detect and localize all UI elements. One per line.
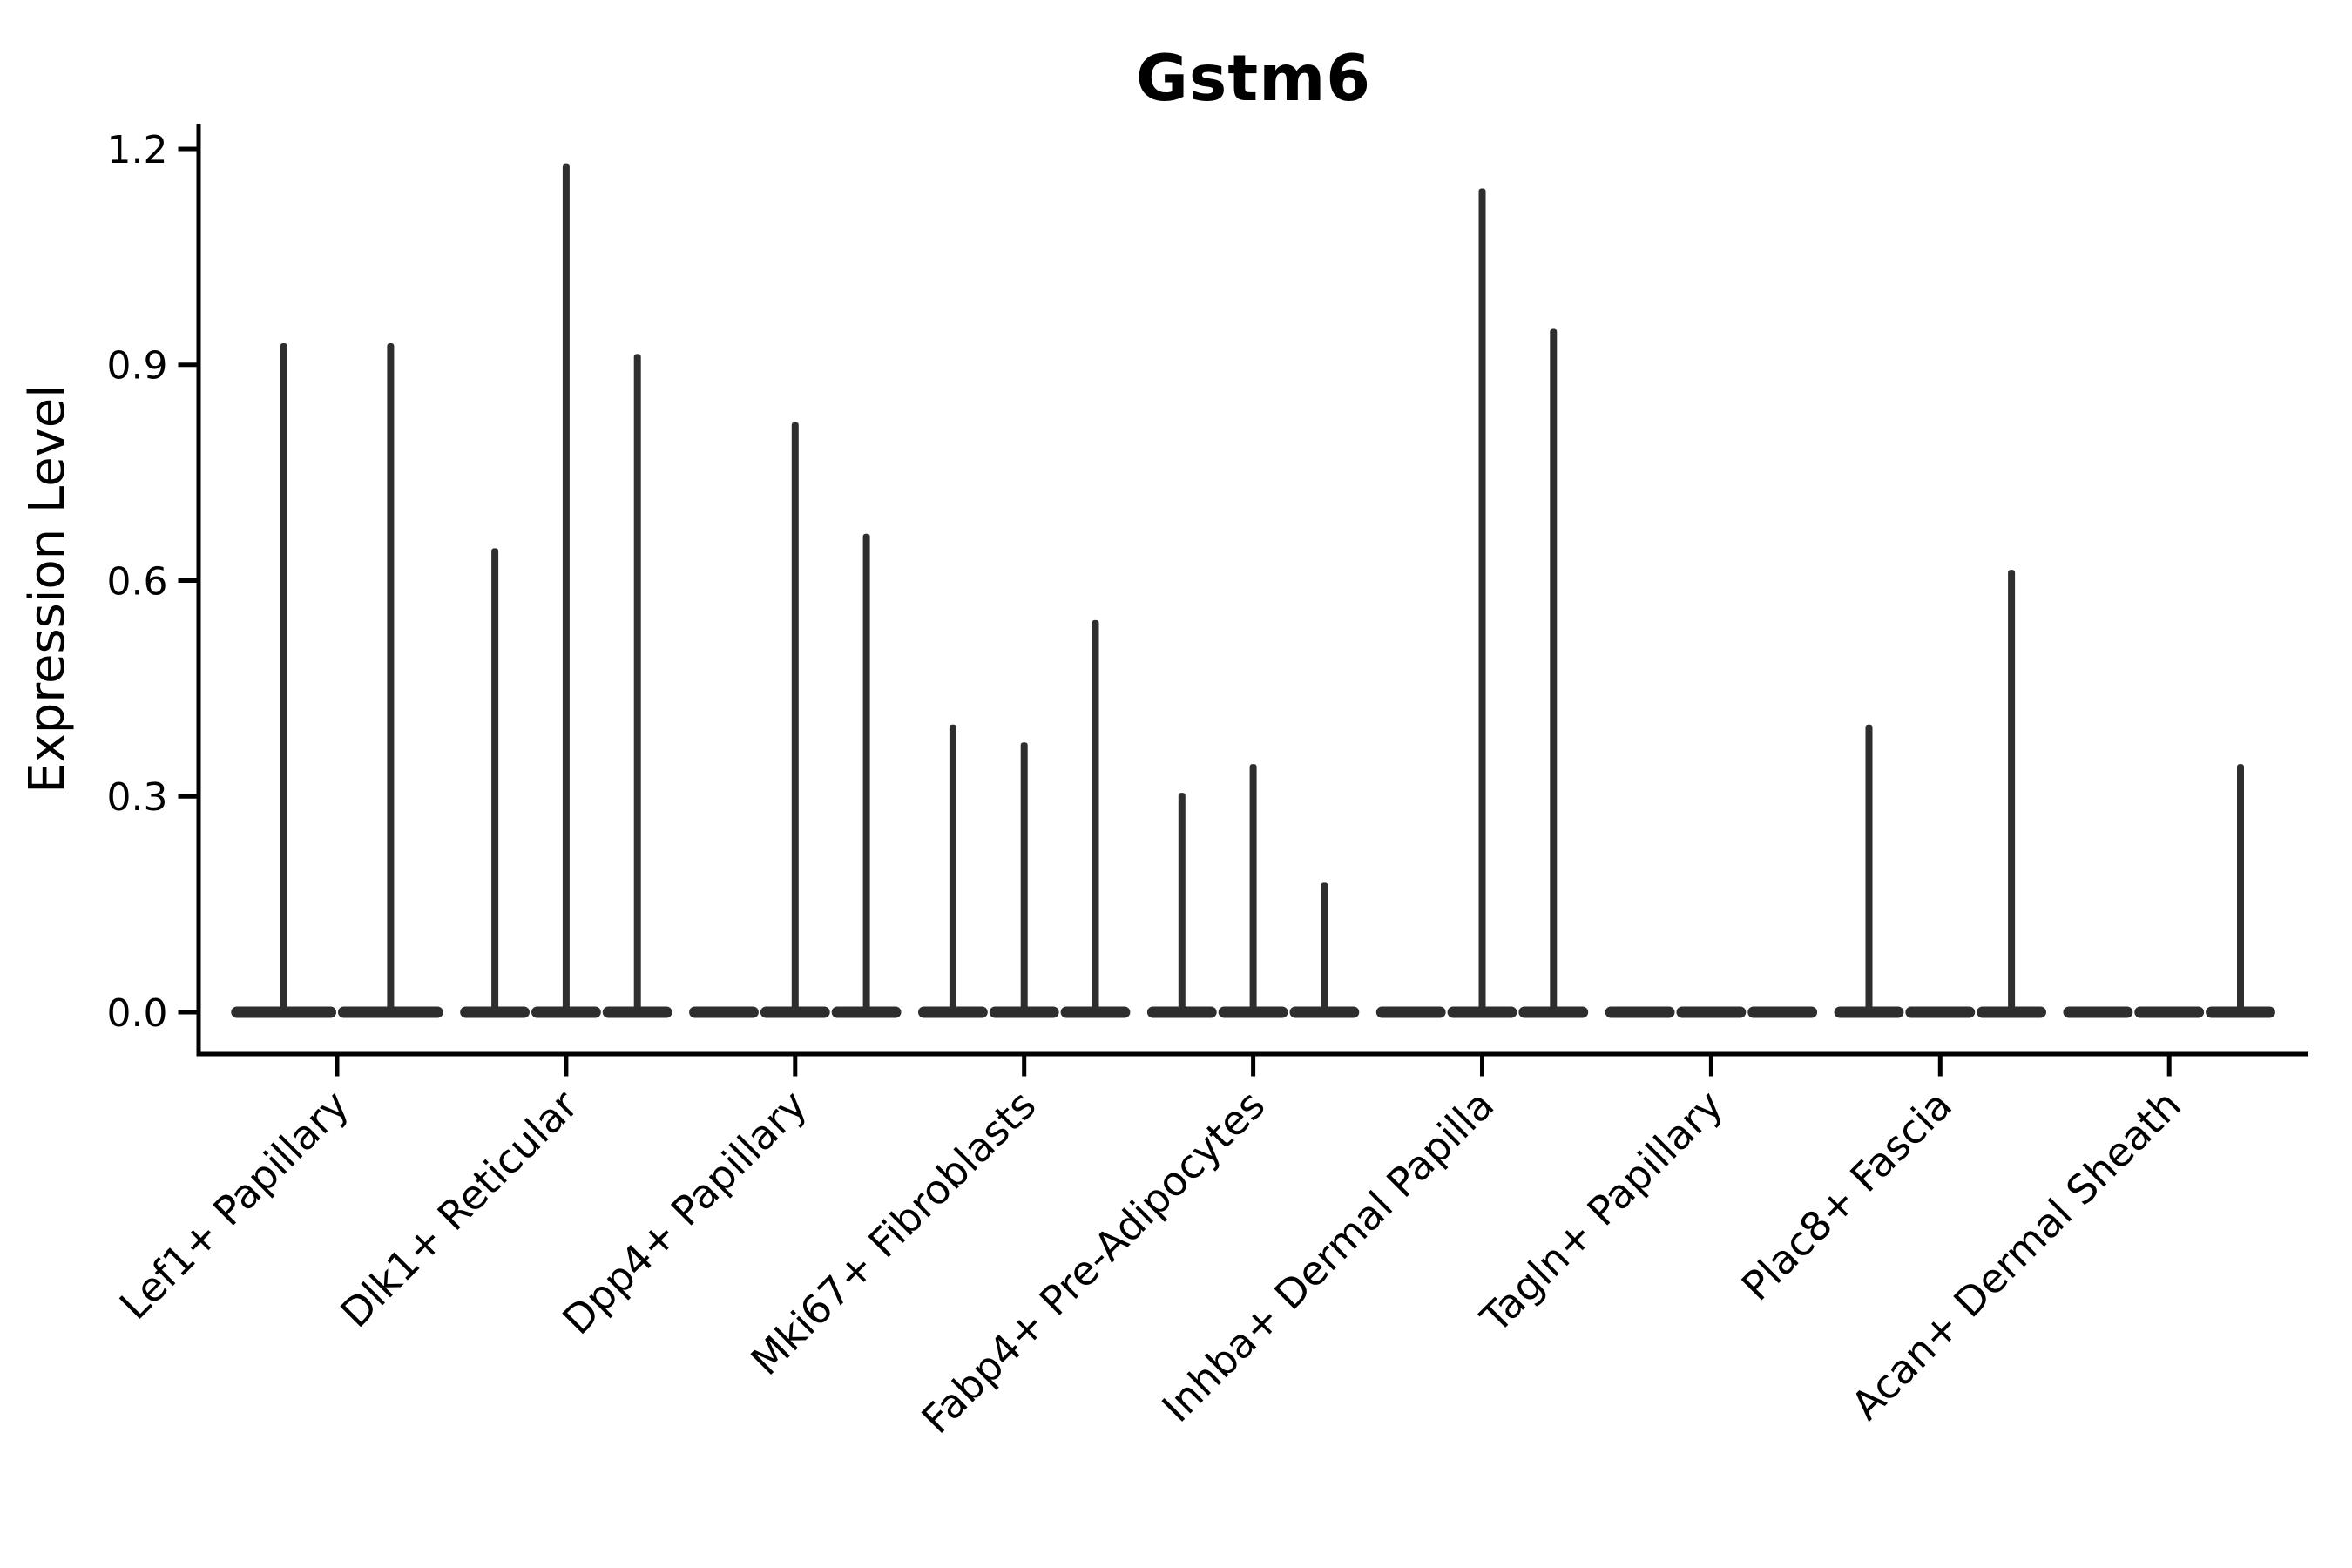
x-tick-mark [564, 1056, 569, 1077]
y-tick-mark [178, 1010, 197, 1015]
violin-spike [1550, 328, 1558, 1012]
x-tick-label: Tagln+ Papillary [1471, 1081, 1733, 1342]
y-tick-label: 1.2 [107, 128, 168, 172]
x-tick-mark [2166, 1056, 2172, 1077]
y-tick-mark [178, 146, 197, 152]
y-tick-label: 0.3 [107, 775, 168, 820]
violin-spike [791, 422, 799, 1012]
y-tick-mark [178, 362, 197, 368]
x-tick-mark [1251, 1056, 1256, 1077]
y-tick-label: 0.0 [107, 991, 168, 1036]
violin-spike [2237, 764, 2244, 1012]
violin-spike [1020, 742, 1028, 1012]
violin-spike [1092, 619, 1099, 1012]
x-tick-label: Plac8+ Fascia [1733, 1081, 1961, 1309]
violin-spike [1178, 793, 1186, 1012]
y-tick-mark [178, 578, 197, 584]
violin-base [1676, 1006, 1747, 1018]
y-axis-spine [196, 124, 201, 1054]
violin-spike [1478, 188, 1486, 1012]
violin-spike [1865, 724, 1873, 1012]
violin-spike [862, 533, 870, 1012]
x-tick-mark [1480, 1056, 1484, 1077]
y-tick-label: 0.6 [107, 559, 168, 604]
violin-base [1747, 1006, 1818, 1018]
violin-base [1905, 1006, 1976, 1018]
chart-title: Gstm6 [1135, 42, 1372, 116]
x-tick-mark [335, 1056, 340, 1077]
violin-spike [949, 724, 956, 1012]
x-tick-label: Lef1+ Papillary [111, 1081, 358, 1328]
x-tick-label: Dlk1+ Reticular [331, 1081, 586, 1336]
violin-base [1605, 1006, 1675, 1018]
x-axis-spine [196, 1051, 2308, 1057]
violin-spike [2008, 570, 2016, 1012]
violin-spike [491, 548, 499, 1012]
x-tick-mark [1022, 1056, 1027, 1077]
violin-spike [633, 354, 641, 1012]
violin-base [2063, 1006, 2133, 1018]
violin-base [689, 1006, 759, 1018]
x-tick-mark [1708, 1056, 1713, 1077]
x-tick-label: Dpp4+ Papillary [553, 1081, 815, 1343]
violin-spike [387, 343, 395, 1012]
violin-spike [1321, 882, 1328, 1012]
violin-base [2134, 1006, 2205, 1018]
x-tick-mark [1937, 1056, 1943, 1077]
y-tick-mark [178, 794, 197, 799]
violin-base [1375, 1006, 1446, 1018]
violin-spike [280, 343, 287, 1012]
violin-spike [1249, 764, 1257, 1012]
y-axis-label: Expression Level [19, 384, 76, 794]
violin-spike [562, 163, 570, 1013]
x-tick-mark [793, 1056, 798, 1077]
y-tick-label: 0.9 [107, 344, 168, 389]
